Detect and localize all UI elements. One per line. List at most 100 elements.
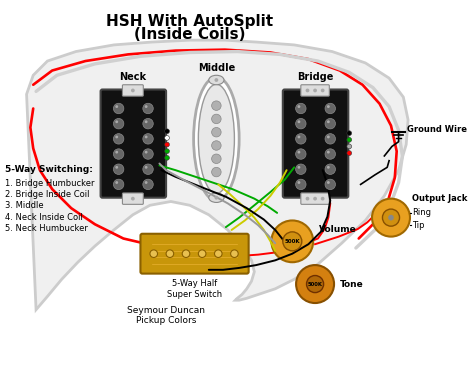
Circle shape (113, 149, 124, 159)
Circle shape (145, 166, 147, 169)
Text: Bridge: Bridge (297, 72, 333, 82)
Circle shape (115, 181, 118, 184)
Circle shape (211, 167, 221, 177)
Ellipse shape (193, 77, 239, 200)
Circle shape (143, 164, 153, 174)
FancyBboxPatch shape (122, 193, 143, 204)
Circle shape (164, 142, 169, 147)
Circle shape (115, 105, 118, 108)
Circle shape (327, 105, 330, 108)
Circle shape (115, 120, 118, 123)
Text: 5. Neck Humbucker: 5. Neck Humbucker (5, 224, 88, 233)
Circle shape (182, 250, 190, 258)
Circle shape (327, 120, 330, 123)
Text: Tone: Tone (340, 280, 364, 288)
Text: Output Jack: Output Jack (412, 194, 467, 203)
Circle shape (347, 151, 352, 156)
Circle shape (143, 103, 153, 114)
Circle shape (214, 78, 218, 82)
Text: 1. Bridge Humbucker: 1. Bridge Humbucker (5, 179, 94, 188)
Circle shape (131, 197, 135, 200)
Text: 500K: 500K (284, 239, 300, 244)
Circle shape (113, 179, 124, 190)
Circle shape (298, 120, 301, 123)
Text: Ring: Ring (412, 209, 431, 217)
Circle shape (115, 166, 118, 169)
Circle shape (145, 181, 147, 184)
Circle shape (296, 265, 334, 303)
Circle shape (296, 179, 306, 190)
Circle shape (313, 197, 317, 200)
FancyBboxPatch shape (140, 234, 249, 274)
Circle shape (325, 179, 336, 190)
Circle shape (306, 197, 310, 200)
Circle shape (166, 250, 173, 258)
FancyBboxPatch shape (301, 85, 329, 96)
FancyBboxPatch shape (100, 89, 166, 198)
FancyBboxPatch shape (283, 89, 348, 198)
Circle shape (145, 136, 147, 138)
Circle shape (143, 134, 153, 144)
Circle shape (150, 250, 157, 258)
Circle shape (211, 114, 221, 124)
Text: (Inside Coils): (Inside Coils) (134, 27, 246, 42)
Circle shape (327, 181, 330, 184)
Circle shape (372, 199, 410, 237)
Circle shape (325, 134, 336, 144)
Circle shape (272, 220, 313, 262)
Circle shape (113, 103, 124, 114)
Text: 2. Bridge Inside Coil: 2. Bridge Inside Coil (5, 190, 89, 199)
Circle shape (327, 151, 330, 154)
Polygon shape (27, 40, 408, 310)
Circle shape (298, 166, 301, 169)
Circle shape (115, 151, 118, 154)
Circle shape (388, 215, 394, 220)
Circle shape (313, 89, 317, 93)
Circle shape (164, 149, 169, 154)
Circle shape (211, 154, 221, 164)
Circle shape (143, 179, 153, 190)
Ellipse shape (209, 193, 224, 202)
Circle shape (325, 118, 336, 129)
FancyBboxPatch shape (301, 193, 329, 204)
Circle shape (164, 129, 169, 134)
Circle shape (113, 134, 124, 144)
Circle shape (307, 275, 324, 293)
Text: 4. Neck Inside Coil: 4. Neck Inside Coil (5, 213, 82, 222)
Circle shape (296, 134, 306, 144)
Circle shape (145, 151, 147, 154)
Text: 3. Middle: 3. Middle (5, 202, 43, 210)
Circle shape (164, 156, 169, 160)
Circle shape (325, 149, 336, 159)
Circle shape (211, 127, 221, 137)
Ellipse shape (198, 84, 235, 194)
Circle shape (298, 151, 301, 154)
Circle shape (296, 103, 306, 114)
Circle shape (325, 103, 336, 114)
Text: Ground Wire: Ground Wire (407, 125, 467, 134)
Circle shape (231, 250, 238, 258)
Text: Seymour Duncan
Pickup Colors: Seymour Duncan Pickup Colors (127, 306, 205, 325)
Circle shape (115, 136, 118, 138)
Circle shape (327, 166, 330, 169)
Circle shape (296, 164, 306, 174)
Circle shape (131, 89, 135, 93)
Circle shape (143, 149, 153, 159)
Circle shape (347, 137, 352, 142)
Circle shape (113, 118, 124, 129)
Circle shape (283, 232, 302, 251)
Text: HSH With AutoSplit: HSH With AutoSplit (106, 14, 273, 29)
Circle shape (164, 136, 169, 140)
Circle shape (198, 250, 206, 258)
Circle shape (296, 149, 306, 159)
Text: Middle: Middle (198, 63, 235, 73)
Circle shape (347, 131, 352, 136)
Circle shape (321, 89, 325, 93)
Circle shape (383, 209, 400, 226)
Circle shape (145, 105, 147, 108)
Text: Neck: Neck (119, 72, 146, 82)
Circle shape (145, 120, 147, 123)
Text: 500K: 500K (308, 281, 322, 286)
Circle shape (321, 197, 325, 200)
Circle shape (214, 250, 222, 258)
